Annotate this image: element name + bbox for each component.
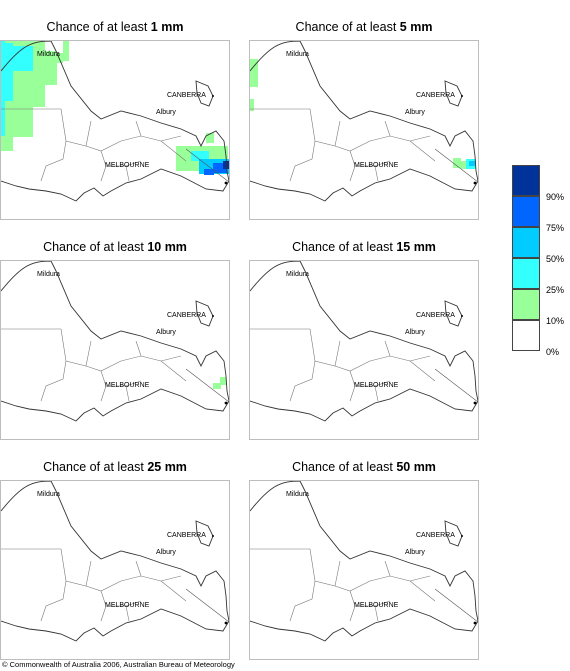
label-mildura: Mildura — [286, 491, 309, 498]
map-labels: Mildura CANBERRA Albury MELBOURNE — [37, 271, 214, 389]
legend-tick-90: 90% — [546, 192, 565, 202]
panel-title-amount: 1 mm — [150, 20, 184, 34]
panel-title: Chance of at least 10 mm — [0, 240, 230, 258]
legend-swatch — [512, 320, 540, 351]
panel-title-amount: 50 mm — [396, 460, 436, 474]
legend-swatch — [512, 165, 540, 196]
rain-probability-cells — [250, 59, 476, 169]
rainfall-map: Mildura CANBERRA Albury MELBOURNE — [249, 260, 479, 440]
panel-title: Chance of at least 25 mm — [0, 460, 230, 478]
legend-tick-10: 10% — [546, 316, 565, 326]
rainfall-map: Mildura CANBERRA Albury MELBOURNE — [0, 40, 230, 220]
label-canberra: CANBERRA — [167, 312, 206, 319]
label-canberra: CANBERRA — [167, 532, 206, 539]
panel-title-amount: 25 mm — [147, 460, 187, 474]
panel-title: Chance of at least 1 mm — [0, 20, 230, 38]
label-melbourne: MELBOURNE — [105, 382, 150, 389]
legend-tick-25: 25% — [546, 285, 565, 295]
label-albury: Albury — [405, 549, 425, 556]
label-mildura: Mildura — [37, 271, 60, 278]
label-mildura: Mildura — [286, 51, 309, 58]
panel-title: Chance of at least 50 mm — [249, 460, 479, 478]
label-canberra: CANBERRA — [416, 312, 455, 319]
state-outline — [1, 261, 229, 422]
map-labels: Mildura CANBERRA Albury MELBOURNE — [37, 491, 214, 609]
legend-tick-50: 50% — [546, 254, 565, 264]
label-mildura: Mildura — [37, 491, 60, 498]
panel-title-prefix: Chance of at least — [43, 460, 148, 474]
rainfall-map: Mildura CANBERRA Albury MELBOURNE — [249, 480, 479, 660]
label-mildura: Mildura — [37, 51, 60, 58]
label-albury: Albury — [405, 109, 425, 116]
rain-probability-cells — [1, 41, 229, 175]
probability-legend: 90% 75% 50% 25% 10% 0% — [512, 165, 570, 357]
panel-title-amount: 10 mm — [147, 240, 187, 254]
legend-swatch — [512, 258, 540, 289]
label-melbourne: MELBOURNE — [354, 382, 399, 389]
panel-title-amount: 5 mm — [399, 20, 433, 34]
label-canberra: CANBERRA — [416, 92, 455, 99]
map-labels: Mildura CANBERRA Albury MELBOURNE — [286, 491, 463, 609]
label-albury: Albury — [156, 329, 176, 336]
label-albury: Albury — [156, 549, 176, 556]
rainfall-map: Mildura CANBERRA Albury MELBOURNE — [249, 40, 479, 220]
label-melbourne: MELBOURNE — [105, 602, 150, 609]
rainfall-map: Mildura CANBERRA Albury MELBOURNE — [0, 480, 230, 660]
legend-tick-0: 0% — [546, 347, 560, 357]
panel-title-prefix: Chance of at least — [43, 240, 148, 254]
panel-title: Chance of at least 15 mm — [249, 240, 479, 258]
panel-title: Chance of at least 5 mm — [249, 20, 479, 38]
panel-title-amount: 15 mm — [396, 240, 436, 254]
state-outline — [250, 41, 478, 202]
label-albury: Albury — [405, 329, 425, 336]
state-outline — [250, 481, 478, 642]
label-melbourne: MELBOURNE — [105, 162, 150, 169]
label-canberra: CANBERRA — [416, 532, 455, 539]
panel-title-prefix: Chance of at least — [292, 460, 397, 474]
state-outline — [1, 41, 229, 202]
map-labels: Mildura CANBERRA Albury MELBOURNE — [286, 271, 463, 389]
legend-swatch — [512, 289, 540, 320]
panel-title-prefix: Chance of at least — [292, 240, 397, 254]
label-mildura: Mildura — [286, 271, 309, 278]
state-outline — [250, 261, 478, 422]
label-melbourne: MELBOURNE — [354, 162, 399, 169]
legend-tick-75: 75% — [546, 223, 565, 233]
legend-swatch — [512, 196, 540, 227]
label-albury: Albury — [156, 109, 176, 116]
label-melbourne: MELBOURNE — [354, 602, 399, 609]
map-labels: Mildura CANBERRA Albury MELBOURNE — [286, 51, 463, 169]
panel-title-prefix: Chance of at least — [46, 20, 151, 34]
legend-swatch — [512, 227, 540, 258]
state-outline — [1, 481, 229, 642]
label-canberra: CANBERRA — [167, 92, 206, 99]
panel-title-prefix: Chance of at least — [295, 20, 400, 34]
copyright-notice: © Commonwealth of Australia 2006, Austra… — [2, 660, 235, 669]
rain-probability-cells — [213, 377, 226, 389]
rainfall-map: Mildura CANBERRA Albury MELBOURNE — [0, 260, 230, 440]
map-labels: Mildura CANBERRA Albury MELBOURNE — [37, 51, 214, 169]
